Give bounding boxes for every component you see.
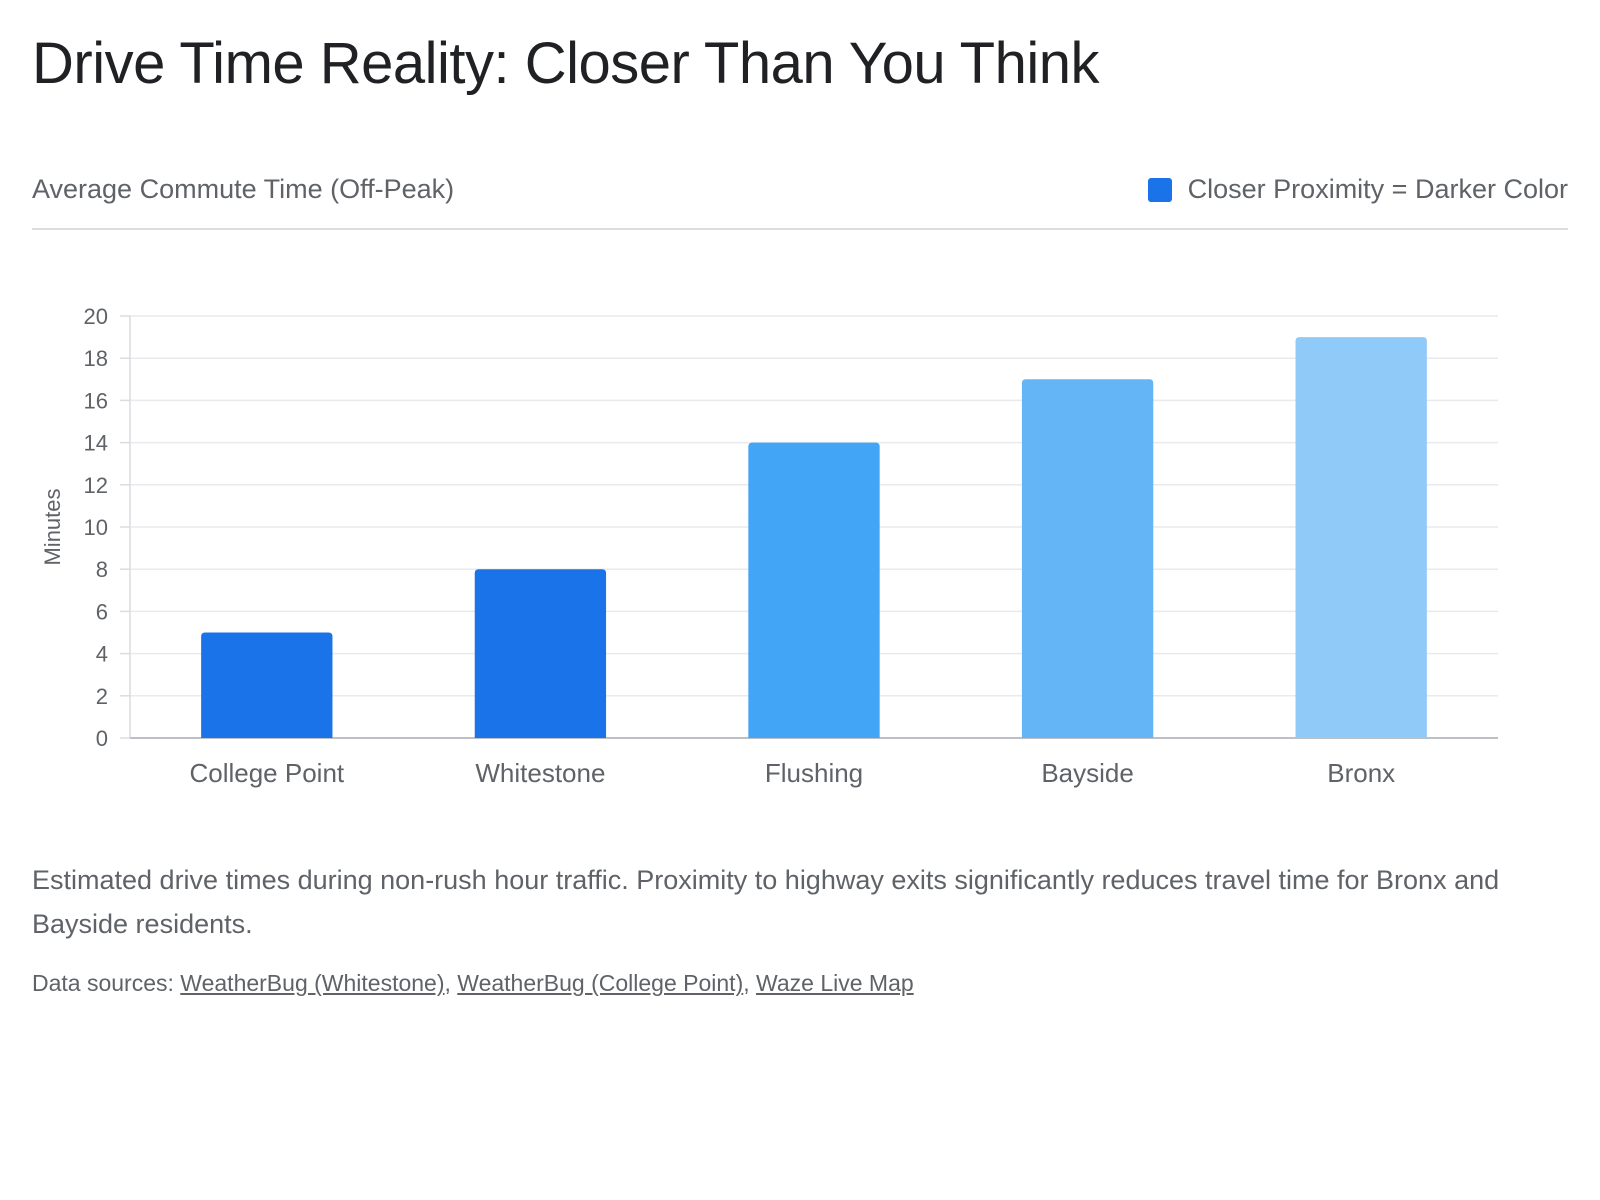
page-title: Drive Time Reality: Closer Than You Thin… [32, 31, 1099, 96]
legend-label: Closer Proximity = Darker Color [1187, 174, 1568, 204]
x-tick-label: Bayside [1041, 758, 1134, 788]
y-tick-label: 14 [84, 431, 108, 456]
y-tick-label: 20 [84, 304, 108, 329]
x-tick-label: Bronx [1327, 758, 1395, 788]
x-tick-label: Whitestone [475, 758, 605, 788]
data-sources: Data sources: WeatherBug (Whitestone), W… [32, 970, 914, 997]
y-tick-label: 10 [84, 515, 108, 540]
source-link-weatherbug-college-point[interactable]: WeatherBug (College Point) [457, 970, 744, 996]
y-tick-label: 12 [84, 473, 108, 498]
source-link-waze-live-map[interactable]: Waze Live Map [756, 970, 914, 996]
bar-bayside [1021, 379, 1154, 738]
bar-chart: 0 2 4 6 8 10 12 14 16 18 20 Minutes College Point Whi… [40, 304, 1498, 788]
y-tick-label: 8 [96, 557, 108, 582]
bar-college-point [201, 632, 333, 738]
y-tick-label: 4 [96, 642, 108, 667]
chart-header: Average Commute Time (Off-Peak) Closer P… [32, 168, 1568, 230]
legend-swatch [1147, 177, 1172, 202]
source-separator: , [444, 970, 458, 996]
chart-subtitle: Average Commute Time (Off-Peak) [32, 174, 455, 204]
source-link-weatherbug-whitestone[interactable]: WeatherBug (Whitestone) [180, 970, 445, 996]
source-separator: , [743, 970, 757, 996]
sources-prefix: Data sources: [32, 970, 181, 996]
y-tick-label: 6 [96, 599, 108, 624]
chart-legend: Closer Proximity = Darker Color [1147, 174, 1568, 205]
bar-bronx [1295, 337, 1427, 738]
chart-description: Estimated drive times during non-rush ho… [32, 865, 1500, 939]
y-tick-label: 18 [84, 346, 108, 371]
y-tick-label: 0 [96, 726, 108, 751]
bar-whitestone [474, 569, 607, 738]
x-tick-label: College Point [189, 758, 344, 788]
x-tick-label: Flushing [765, 758, 863, 788]
y-tick-label: 16 [84, 388, 108, 413]
y-axis-label: Minutes [40, 488, 65, 565]
y-tick-label: 2 [96, 684, 108, 709]
bar-flushing [748, 442, 880, 738]
